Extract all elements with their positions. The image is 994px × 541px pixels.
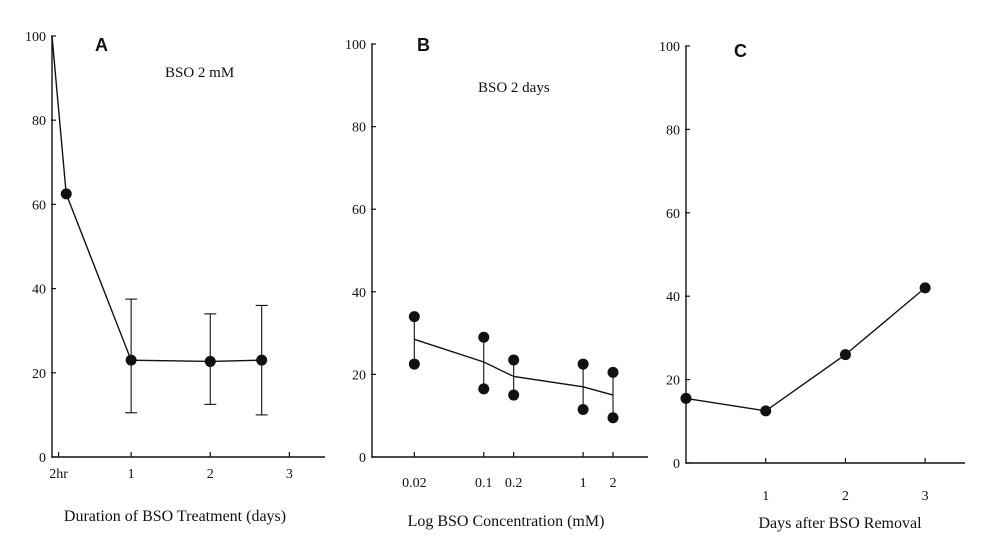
panel-b-data-point-high bbox=[508, 354, 520, 366]
panel-c-y-tick-label: 20 bbox=[666, 374, 680, 389]
panel-a-y-tick-label: 20 bbox=[32, 367, 46, 382]
panel-a-data-point bbox=[125, 354, 137, 366]
panel-b-y-tick-label: 40 bbox=[352, 286, 366, 301]
panel-b-x-tick-label: 1 bbox=[580, 476, 587, 491]
panel-a-annotation: BSO 2 mM bbox=[165, 65, 234, 81]
panel-c-data-point bbox=[680, 392, 692, 404]
panel-b-data-point-low bbox=[408, 358, 420, 370]
panel-b-letter: B bbox=[417, 35, 430, 55]
panel-b-y-tick-label: 100 bbox=[345, 38, 366, 53]
panel-c-xlabel: Days after BSO Removal bbox=[758, 515, 922, 532]
panel-c-y-tick-label: 60 bbox=[666, 207, 680, 222]
panel-b-data-point-low bbox=[508, 389, 520, 401]
panel-c-data-point bbox=[760, 405, 772, 417]
panel-b-xlabel: Log BSO Concentration (mM) bbox=[408, 513, 605, 530]
panel-b-data-point-high bbox=[408, 311, 420, 323]
panel-a-y-tick-label: 0 bbox=[39, 451, 46, 466]
panel-a-x-tick-label: 3 bbox=[286, 467, 293, 482]
panel-b-data-point-high bbox=[478, 331, 490, 343]
panel-a-data-point bbox=[204, 355, 216, 367]
panel-a-y-tick-label: 80 bbox=[32, 114, 46, 129]
panel-a-y-tick-label: 60 bbox=[32, 198, 46, 213]
panel-c-letter: C bbox=[734, 41, 747, 61]
panel-c-y-tick-label: 80 bbox=[666, 123, 680, 138]
panel-b-data-point-low bbox=[577, 404, 589, 416]
panel-c-y-tick-label: 0 bbox=[673, 457, 680, 472]
panel-b-data-point-high bbox=[607, 366, 619, 378]
panel-a-x-tick-label: 2hr bbox=[49, 467, 68, 482]
panel-b-data-point-low bbox=[478, 383, 490, 395]
panel-c-x-tick-label: 3 bbox=[922, 489, 929, 504]
panel-c-data-point bbox=[919, 282, 931, 294]
panel-b-x-tick-label: 0.02 bbox=[402, 476, 427, 491]
panel-a-data-point bbox=[256, 354, 268, 366]
panel-b-x-tick-label: 2 bbox=[610, 476, 617, 491]
panel-c-x-tick-label: 1 bbox=[762, 489, 769, 504]
panel-a-x-tick-label: 2 bbox=[207, 467, 214, 482]
panel-b: B BSO 2 days Log BSO Concentration (mM) … bbox=[345, 35, 648, 530]
panel-c-y-tick-label: 100 bbox=[659, 40, 680, 55]
panel-b-y-tick-label: 0 bbox=[359, 451, 366, 466]
panel-c: C Days after BSO Removal 0 20 40 60 80 100 1 2 3 bbox=[659, 40, 965, 532]
panel-a-data-point bbox=[60, 188, 72, 200]
panel-c-data-point bbox=[839, 349, 851, 361]
panel-c-x-tick-label: 2 bbox=[842, 489, 849, 504]
panel-b-data-point-high bbox=[577, 358, 589, 370]
panel-a: A BSO 2 mM Duration of BSO Treatment (da… bbox=[25, 30, 325, 525]
panel-b-y-tick-label: 80 bbox=[352, 121, 366, 136]
panel-b-data-point-low bbox=[607, 412, 619, 424]
panel-a-letter: A bbox=[95, 35, 108, 55]
panel-b-y-tick-label: 20 bbox=[352, 368, 366, 383]
panel-a-series-line bbox=[51, 35, 262, 363]
panel-b-annotation: BSO 2 days bbox=[478, 80, 550, 96]
panel-a-x-tick-label: 1 bbox=[128, 467, 135, 482]
panel-a-y-tick-label: 40 bbox=[32, 283, 46, 298]
panel-c-y-tick-label: 40 bbox=[666, 290, 680, 305]
panel-b-x-tick-label: 0.2 bbox=[505, 476, 523, 491]
panel-a-xlabel: Duration of BSO Treatment (days) bbox=[64, 508, 286, 525]
panel-c-series-line bbox=[685, 287, 926, 412]
panel-b-y-tick-label: 60 bbox=[352, 203, 366, 218]
panel-b-x-tick-label: 0.1 bbox=[475, 476, 493, 491]
panel-a-y-tick-label: 100 bbox=[25, 30, 46, 45]
